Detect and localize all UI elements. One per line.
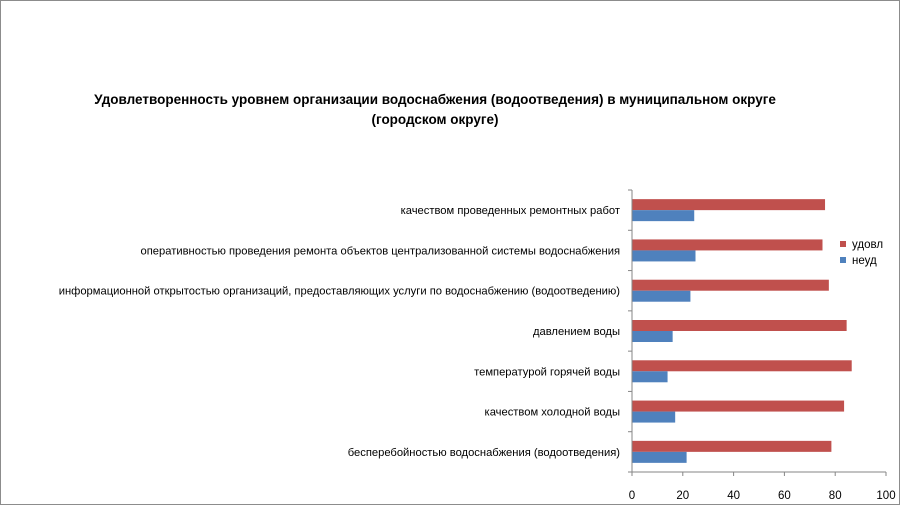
bar-udovl-6	[632, 440, 832, 452]
category-label: бесперебойностью водоснабжения (водоотве…	[348, 447, 621, 459]
bar-neud-6	[632, 451, 687, 463]
bar-neud-2	[632, 290, 691, 302]
x-tick-label: 60	[778, 490, 791, 502]
x-tick-label: 20	[676, 490, 689, 502]
legend: удовл неуд	[840, 239, 883, 267]
category-label: информационной открытостью организаций, …	[59, 286, 621, 298]
bar-udovl-2	[632, 279, 829, 291]
bar-udovl-1	[632, 239, 823, 251]
bar-neud-5	[632, 411, 676, 423]
legend-label-1: неуд	[852, 255, 877, 267]
x-tick-label: 100	[876, 490, 895, 502]
category-label: оперативностью проведения ремонта объект…	[141, 245, 620, 257]
x-tick-label: 80	[829, 490, 842, 502]
chart-title-line-1: Удовлетворенность уровнем организации во…	[94, 92, 776, 107]
bar-neud-1	[632, 250, 696, 262]
bar-neud-3	[632, 331, 673, 342]
bar-udovl-5	[632, 400, 845, 412]
category-label: качеством холодной воды	[485, 407, 620, 419]
chart-title-line-2: (городском округе)	[371, 112, 499, 127]
bar-udovl-3	[632, 320, 847, 331]
legend-swatch-1	[840, 257, 846, 263]
bar-neud-4	[632, 371, 668, 383]
bars-group	[632, 199, 852, 463]
category-label: давлением воды	[533, 326, 620, 338]
legend-label-0: удовл	[852, 239, 883, 251]
legend-swatch-0	[840, 241, 846, 247]
bar-udovl-0	[632, 199, 826, 211]
category-label: температурой горячей воды	[474, 366, 620, 378]
x-tick-label: 0	[629, 490, 635, 502]
x-tick-label: 40	[727, 490, 740, 502]
bar-neud-0	[632, 210, 695, 222]
bar-udovl-4	[632, 360, 852, 372]
category-labels: качеством проведенных ремонтных работ опе…	[59, 205, 621, 459]
axis-group	[628, 189, 887, 476]
chart-title: Удовлетворенность уровнем организации во…	[40, 90, 830, 130]
tick-labels: 0 20 40 60 80 100	[629, 490, 896, 502]
category-label: качеством проведенных ремонтных работ	[401, 205, 620, 217]
